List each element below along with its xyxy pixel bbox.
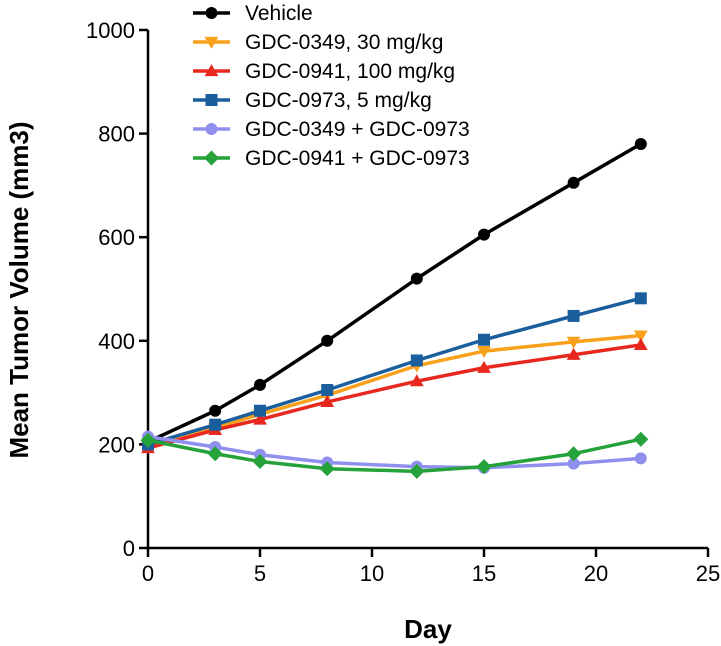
data-point	[253, 412, 267, 425]
x-tick-label: 10	[360, 561, 384, 586]
data-point	[321, 384, 334, 397]
data-point	[477, 346, 491, 359]
axes: 0 5 10 15 20 25 0 200 400 600 800 1000	[86, 18, 720, 586]
data-point	[321, 334, 334, 347]
data-point	[633, 338, 648, 351]
series-line	[147, 437, 642, 474]
series-line	[147, 343, 642, 450]
data-point	[566, 347, 581, 360]
data-point	[409, 374, 424, 387]
series-line	[147, 434, 641, 470]
data-point	[566, 336, 581, 349]
series-line	[147, 333, 641, 449]
data-point	[209, 418, 222, 431]
series-line	[147, 296, 642, 447]
data-point	[320, 395, 335, 408]
legend: Vehicle GDC-0349, 30 mg/kg GDC-0941, 100 m…	[193, 2, 470, 170]
legend-label: GDC-0941, 100 mg/kg	[245, 60, 455, 83]
x-tick-label: 15	[472, 561, 496, 586]
legend-entry: GDC-0941, 100 mg/kg	[193, 60, 455, 83]
x-tick-label: 5	[254, 561, 266, 586]
legend-label: Vehicle	[245, 2, 313, 25]
legend-label: GDC-0349, 30 mg/kg	[245, 31, 443, 54]
data-point	[478, 333, 490, 346]
x-tick-label: 25	[696, 561, 720, 586]
y-tick-label: 1000	[86, 18, 135, 43]
data-point	[567, 309, 580, 322]
legend-marker	[205, 94, 218, 106]
legend-label: GDC-0973, 5 mg/kg	[245, 89, 432, 112]
x-tick-label: 20	[584, 561, 608, 586]
legend-entry: GDC-0973, 5 mg/kg	[193, 89, 432, 112]
data-point	[634, 452, 647, 465]
data-point	[633, 330, 648, 343]
legend-label: GDC-0349 + GDC-0973	[245, 118, 470, 141]
y-tick-label: 400	[98, 329, 135, 354]
data-point	[478, 228, 490, 241]
data-point	[254, 404, 266, 417]
legend-marker	[204, 150, 219, 166]
data-point	[567, 176, 580, 189]
data-point	[409, 463, 425, 479]
data-point	[634, 292, 647, 305]
data-point	[140, 432, 156, 448]
series-line	[147, 142, 642, 444]
y-tick-label: 0	[123, 536, 135, 561]
series-2	[141, 330, 648, 454]
data-point	[319, 461, 335, 477]
series-layer	[140, 137, 649, 479]
series-6	[140, 431, 649, 479]
legend-marker	[205, 123, 218, 135]
data-point	[209, 404, 222, 417]
y-tick-label: 200	[98, 432, 135, 457]
legend-entry: GDC-0349 + GDC-0973	[193, 118, 470, 141]
data-point	[477, 360, 491, 373]
legend-marker	[204, 36, 219, 49]
legend-entry: Vehicle	[193, 2, 313, 25]
data-point	[567, 457, 580, 470]
x-axis-title: Day	[404, 614, 452, 644]
data-point	[566, 446, 582, 462]
legend-entry: GDC-0349, 30 mg/kg	[193, 31, 443, 54]
y-tick-label: 800	[98, 122, 135, 147]
y-axis-title: Mean Tumor Volume (mm3)	[4, 121, 34, 458]
legend-entry: GDC-0941 + GDC-0973	[193, 147, 470, 170]
series-1	[142, 137, 647, 448]
data-point	[254, 378, 266, 391]
x-tick-label: 0	[142, 561, 154, 586]
data-point	[634, 137, 647, 150]
data-point	[410, 354, 423, 367]
legend-label: GDC-0941 + GDC-0973	[245, 147, 470, 170]
y-tick-label: 600	[98, 225, 135, 250]
series-3	[141, 338, 648, 454]
legend-marker	[205, 7, 218, 19]
legend-marker	[204, 64, 219, 77]
data-point	[207, 446, 223, 462]
data-point	[476, 459, 492, 475]
data-point	[410, 272, 423, 285]
data-point	[633, 431, 649, 447]
data-point	[252, 453, 268, 469]
